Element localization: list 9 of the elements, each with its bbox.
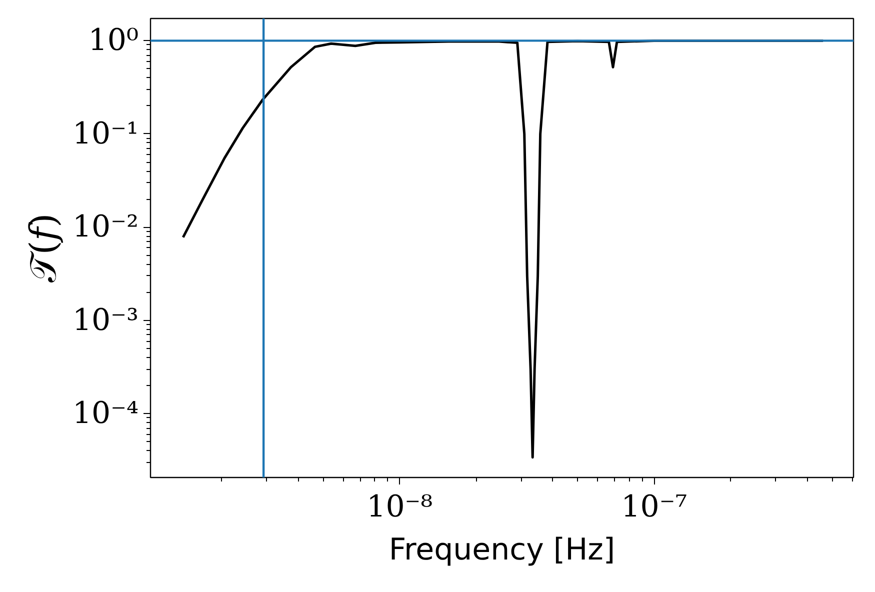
y-tick-label: 10⁰: [88, 23, 139, 58]
x-tick-label: 10⁻⁷: [621, 490, 688, 524]
y-axis-title: 𝒯(𝑓): [23, 213, 64, 283]
y-tick-label: 10⁻⁴: [72, 396, 139, 432]
x-tick-label: 10⁻⁸: [366, 490, 433, 524]
y-tick-label: 10⁻¹: [72, 116, 139, 152]
y-tick-label: 10⁻³: [72, 302, 139, 338]
y-tick-label: 10⁻²: [72, 210, 139, 245]
x-axis-title: Frequency [Hz]: [388, 532, 616, 568]
